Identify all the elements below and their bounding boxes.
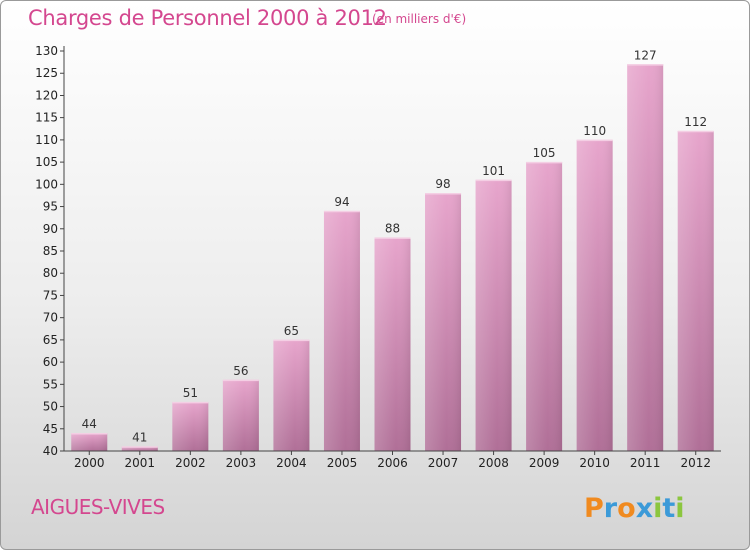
y-tick-label-100: 100 [35, 177, 58, 191]
y-tick-label-50: 50 [43, 400, 58, 414]
bar-shade-2011 [627, 64, 664, 452]
chart-subtitle: (en milliers d'€) [372, 12, 467, 26]
x-tick-label-2012: 2012 [680, 456, 711, 470]
value-label-2007: 98 [435, 177, 450, 191]
value-label-2004: 65 [284, 324, 299, 338]
y-tick-label-130: 130 [35, 44, 58, 58]
bar-shade-2005 [323, 211, 360, 451]
value-label-2008: 101 [482, 164, 505, 178]
bars-layer: 44 41 51 56 65 94 88 98 101 105 110 127 112 [71, 48, 714, 452]
y-tick-label-65: 65 [43, 333, 58, 347]
commune-name: AIGUES-VIVES [31, 495, 165, 519]
value-label-2012: 112 [684, 115, 707, 129]
axis-layer: 2000 2001 2002 2003 2004 2005 2006 2007 2008 2009… [35, 44, 721, 470]
bar-shade-2000 [71, 433, 108, 451]
y-tick-label-40: 40 [43, 444, 58, 458]
proxiti-logo: Proxiti [584, 493, 685, 524]
x-tick-label-2009: 2009 [529, 456, 560, 470]
bar-shade-2006 [374, 237, 411, 451]
x-tick-label-2004: 2004 [276, 456, 307, 470]
value-label-2011: 127 [634, 48, 657, 62]
value-label-2001: 41 [132, 431, 147, 445]
x-tick-label-2001: 2001 [125, 456, 156, 470]
x-tick-label-2008: 2008 [478, 456, 509, 470]
x-tick-label-2006: 2006 [377, 456, 408, 470]
bar-shade-2003 [222, 379, 259, 451]
x-tick-label-2007: 2007 [428, 456, 459, 470]
x-tick-label-2010: 2010 [579, 456, 610, 470]
x-tick-label-2002: 2002 [175, 456, 206, 470]
svg-text:Proxiti: Proxiti [584, 493, 685, 524]
chart-title: Charges de Personnel 2000 à 2012 [28, 6, 387, 30]
bar-shade-2009 [526, 162, 563, 451]
value-label-2010: 110 [583, 124, 606, 138]
bar-shade-2002 [172, 402, 209, 451]
x-tick-label-2003: 2003 [226, 456, 257, 470]
y-tick-label-110: 110 [35, 133, 58, 147]
value-label-2005: 94 [334, 195, 349, 209]
x-tick-label-2011: 2011 [630, 456, 661, 470]
value-label-2002: 51 [183, 386, 198, 400]
y-tick-label-45: 45 [43, 422, 58, 436]
y-tick-label-95: 95 [43, 200, 58, 214]
y-tick-label-90: 90 [43, 222, 58, 236]
bar-shade-2004 [273, 339, 310, 451]
value-label-2006: 88 [385, 222, 400, 236]
y-tick-label-70: 70 [43, 311, 58, 325]
bar-shade-2001 [121, 446, 158, 451]
value-label-2000: 44 [82, 417, 97, 431]
bar-shade-2008 [475, 179, 512, 451]
y-tick-label-105: 105 [35, 155, 58, 169]
x-tick-label-2000: 2000 [74, 456, 105, 470]
y-tick-label-115: 115 [35, 111, 58, 125]
y-tick-label-75: 75 [43, 288, 58, 302]
y-tick-label-120: 120 [35, 88, 58, 102]
value-label-2009: 105 [533, 146, 556, 160]
bar-shade-2012 [677, 131, 714, 451]
bar-shade-2007 [425, 193, 462, 451]
y-tick-label-55: 55 [43, 377, 58, 391]
y-tick-label-80: 80 [43, 266, 58, 280]
bar-shade-2010 [576, 139, 613, 451]
x-tick-label-2005: 2005 [327, 456, 358, 470]
y-tick-label-125: 125 [35, 66, 58, 80]
y-tick-label-85: 85 [43, 244, 58, 258]
value-label-2003: 56 [233, 364, 248, 378]
y-tick-label-60: 60 [43, 355, 58, 369]
